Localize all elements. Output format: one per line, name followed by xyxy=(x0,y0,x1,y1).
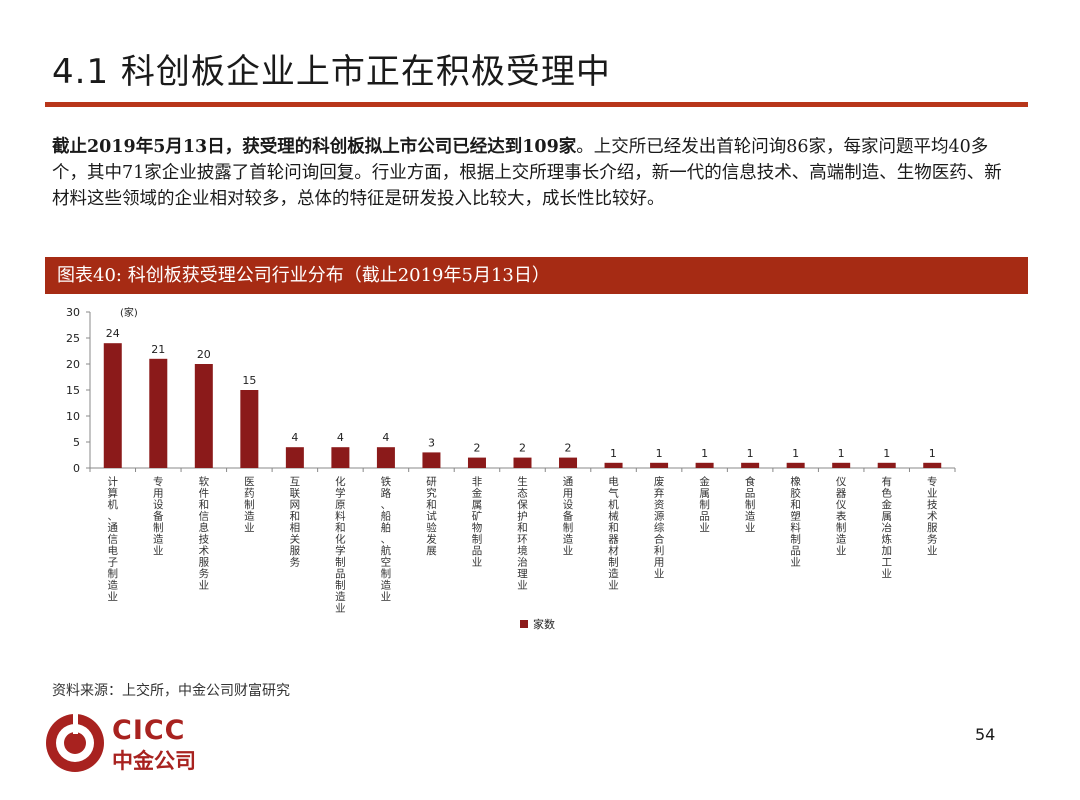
x-category-label: 医药制造业 xyxy=(244,476,255,534)
bar xyxy=(376,447,395,468)
y-tick-label: 30 xyxy=(66,306,80,319)
data-label: 4 xyxy=(291,431,298,444)
data-label: 4 xyxy=(382,431,389,444)
bar xyxy=(832,462,851,468)
bar xyxy=(786,462,805,468)
bar xyxy=(695,462,714,468)
x-category-label: 食品制造业 xyxy=(745,475,756,534)
data-label: 1 xyxy=(701,447,708,460)
x-category-label: 互联网和相关服务 xyxy=(290,476,301,569)
bar xyxy=(604,462,623,468)
source-note: 资料来源：上交所，中金公司财富研究 xyxy=(52,683,290,699)
y-tick-label: 20 xyxy=(66,358,80,371)
x-category-label: 非金属矿物制品业 xyxy=(472,476,483,569)
cicc-logo: CICC 中金公司 xyxy=(44,712,204,776)
x-category-label: 铁路、船舶、航空制造业 xyxy=(381,475,392,603)
data-label: 1 xyxy=(838,447,845,460)
bar xyxy=(559,457,578,468)
y-tick-label: 0 xyxy=(73,462,80,475)
chart-header: 图表40: 科创板获受理公司行业分布（截止2019年5月13日） xyxy=(45,257,1028,294)
y-tick-label: 5 xyxy=(73,436,80,449)
x-category-label: 电气机械和器材制造业 xyxy=(608,475,619,592)
bar xyxy=(194,364,213,468)
summary-highlight: 截止2019年5月13日，获受理的科创板拟上市公司已经达到109家 xyxy=(52,137,577,157)
data-label: 24 xyxy=(106,327,120,340)
data-label: 1 xyxy=(747,447,754,460)
bar xyxy=(103,343,122,468)
data-label: 21 xyxy=(151,343,165,356)
data-label: 3 xyxy=(428,436,435,449)
bar xyxy=(467,457,486,468)
x-category-label: 化学原料和化学制品制造业 xyxy=(335,475,346,615)
x-category-label: 研究和试验发展 xyxy=(426,476,437,557)
x-category-label: 金属制品业 xyxy=(699,475,710,534)
data-label: 1 xyxy=(610,447,617,460)
x-category-label: 专业技术服务业 xyxy=(927,475,938,557)
data-label: 1 xyxy=(883,447,890,460)
x-category-label: 仪器仪表制造业 xyxy=(836,476,847,557)
summary-paragraph: 截止2019年5月13日，获受理的科创板拟上市公司已经达到109家。上交所已经发… xyxy=(52,134,1007,212)
bar xyxy=(331,447,350,468)
bar xyxy=(240,390,259,468)
bar xyxy=(877,462,896,468)
logo-text-en: CICC xyxy=(112,715,186,746)
bar xyxy=(741,462,760,468)
logo-text-cn: 中金公司 xyxy=(112,749,196,773)
cicc-logo-mark-icon xyxy=(46,714,104,772)
x-category-label: 专用设备制造业 xyxy=(153,475,164,557)
data-label: 2 xyxy=(473,442,480,455)
x-category-label: 通用设备制造业 xyxy=(563,476,574,557)
x-category-label: 有色金属冶炼加工业 xyxy=(881,475,892,580)
page-number: 54 xyxy=(975,725,996,744)
summary-body: 。上交所已经发出首轮问询86家，每家问题平均40多个，其中71家企业披露了首轮问… xyxy=(52,137,1002,209)
bar xyxy=(149,358,168,468)
x-category-label: 橡胶和塑料制品业 xyxy=(790,475,801,569)
data-label: 2 xyxy=(565,442,572,455)
data-label: 15 xyxy=(242,374,256,387)
y-tick-label: 10 xyxy=(66,410,80,423)
y-tick-label: 25 xyxy=(66,332,80,345)
data-label: 20 xyxy=(197,348,211,361)
data-label: 4 xyxy=(337,431,344,444)
bar xyxy=(513,457,532,468)
bar xyxy=(285,447,304,468)
x-category-label: 废弃资源综合利用业 xyxy=(654,475,665,580)
legend-label: 家数 xyxy=(533,617,555,631)
y-unit-label: (家) xyxy=(120,306,138,319)
x-category-label: 软件和信息技术服务业 xyxy=(199,475,210,592)
title-divider xyxy=(45,102,1028,107)
bar xyxy=(923,462,942,468)
x-category-label: 生态保护和环境治理业 xyxy=(517,475,528,592)
y-tick-label: 15 xyxy=(66,384,80,397)
bar xyxy=(650,462,669,468)
legend-swatch xyxy=(520,620,528,628)
bar xyxy=(422,452,441,468)
data-label: 1 xyxy=(656,447,663,460)
data-label: 2 xyxy=(519,442,526,455)
slide-title: 4.1 科创板企业上市正在积极受理中 xyxy=(52,52,611,92)
x-category-label: 计算机、通信电子制造业 xyxy=(108,475,119,603)
data-label: 1 xyxy=(929,447,936,460)
data-label: 1 xyxy=(792,447,799,460)
